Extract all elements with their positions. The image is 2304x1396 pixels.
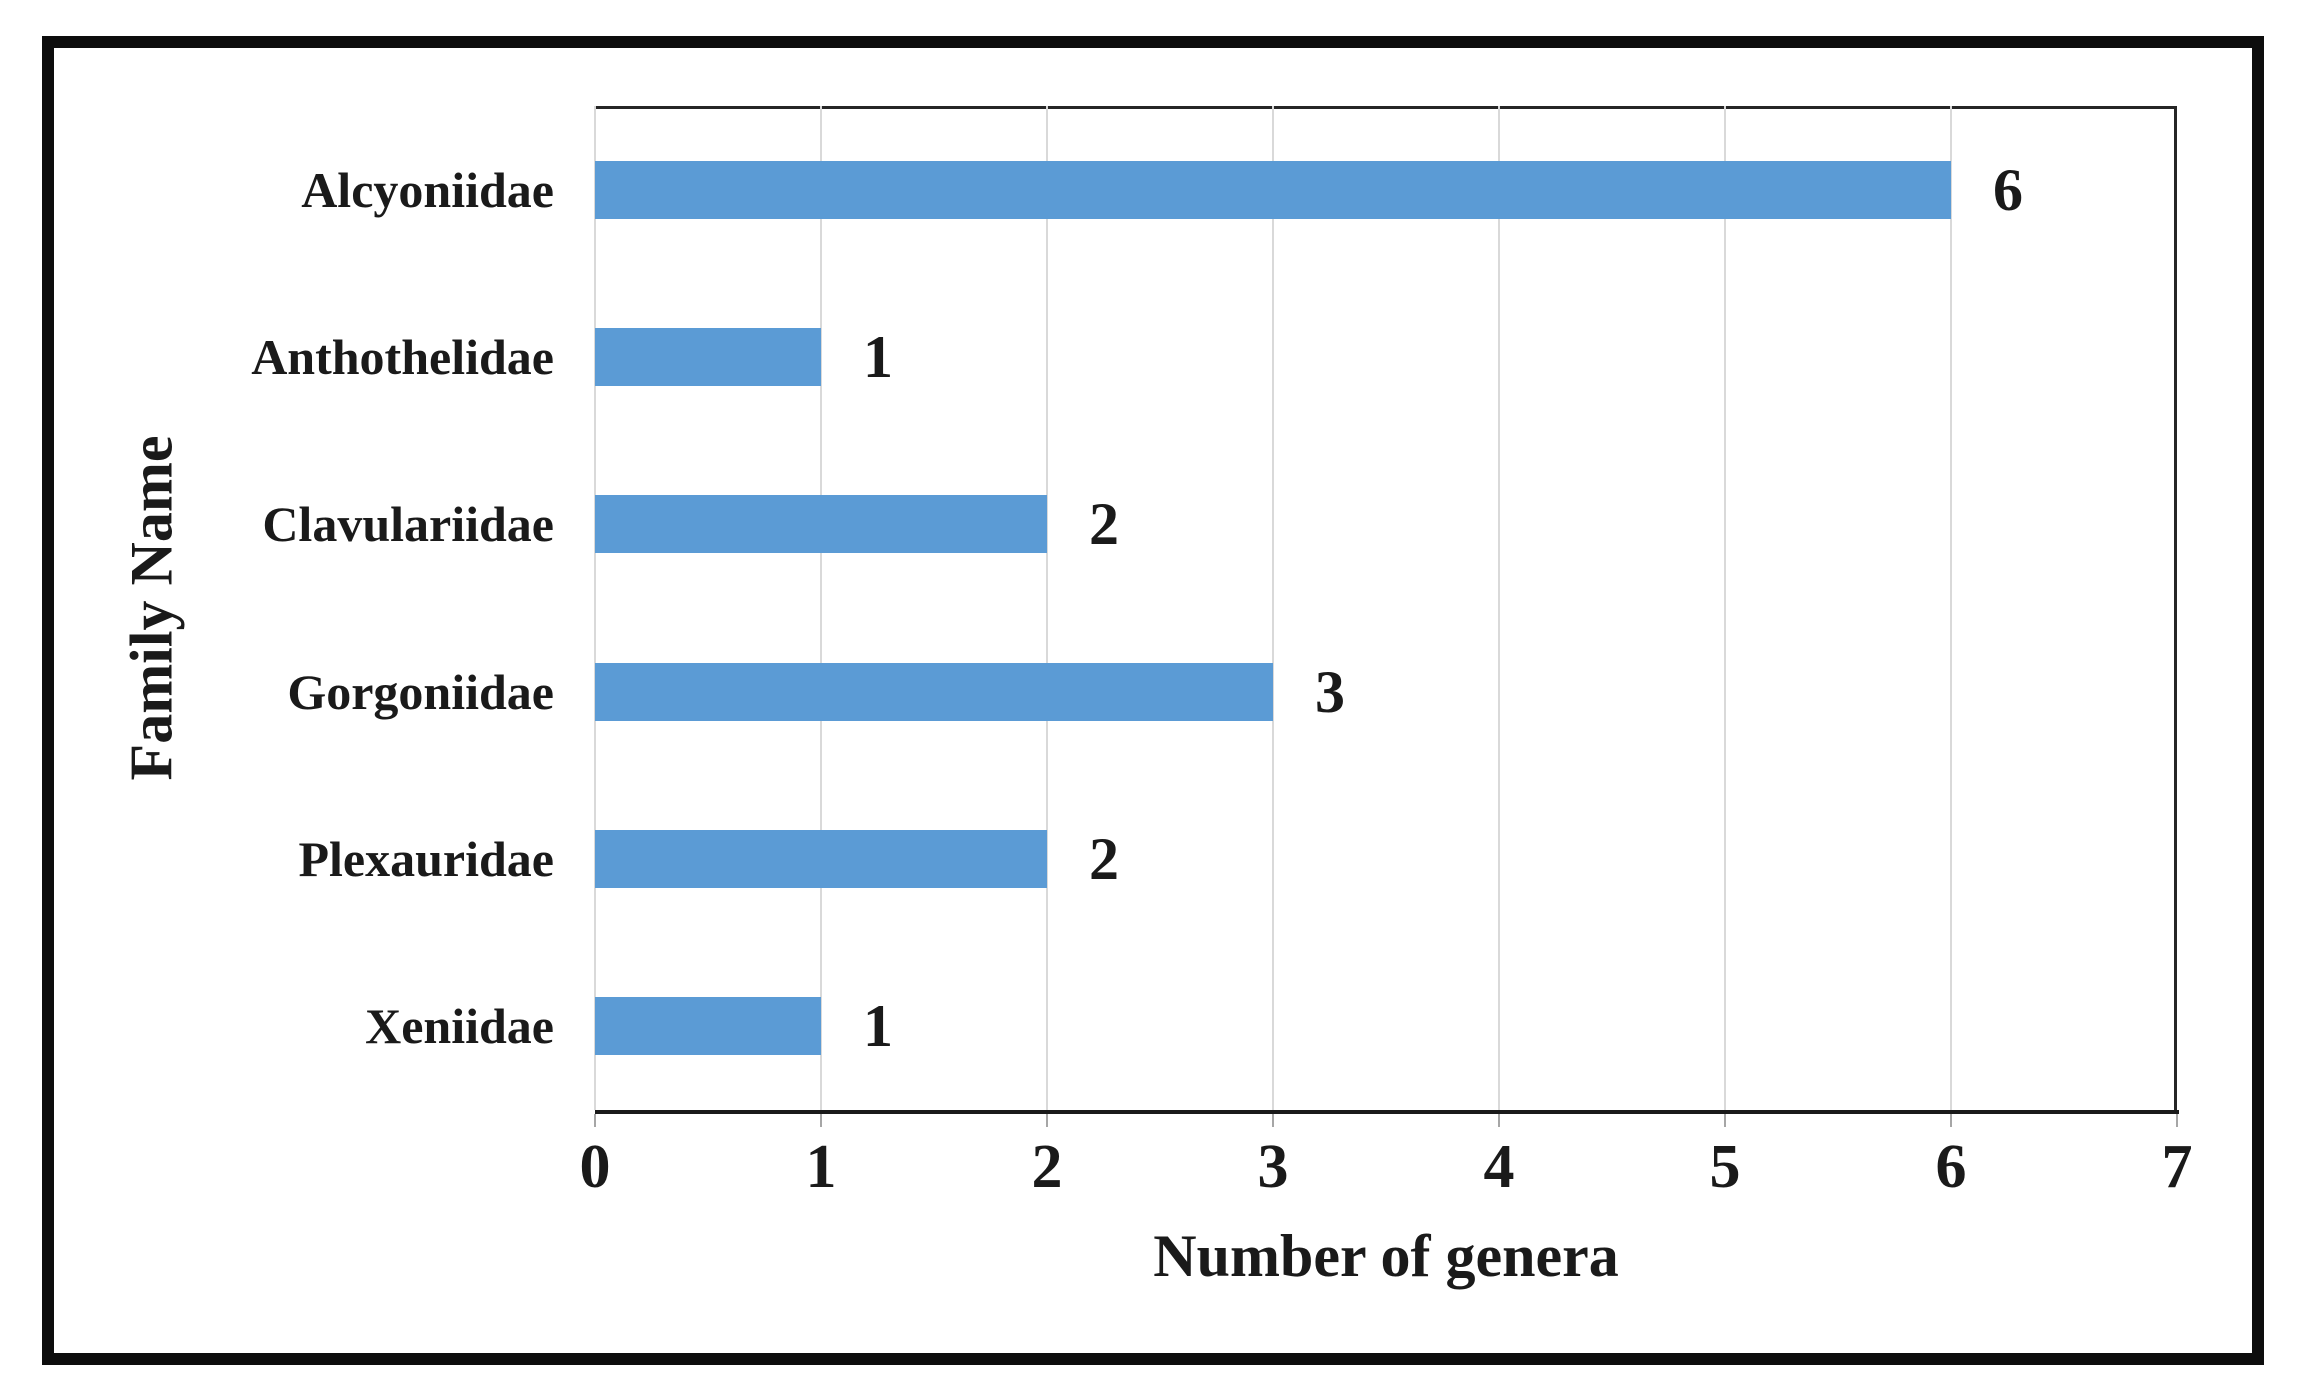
data-label-gorgoniidae: 3 xyxy=(1315,658,1345,725)
gridline-x-5 xyxy=(1724,106,1726,1110)
plot-area xyxy=(595,106,2177,1110)
x-tick-mark-3 xyxy=(1272,1114,1274,1127)
x-tick-label-1: 1 xyxy=(805,1133,837,1201)
category-label-plexauridae: Plexauridae xyxy=(298,831,554,887)
gridline-x-1 xyxy=(820,106,822,1110)
category-label-alcyoniidae: Alcyoniidae xyxy=(301,161,554,218)
bar-anthothelidae xyxy=(595,328,821,386)
bar-xeniidae xyxy=(595,997,821,1056)
data-label-alcyoniidae: 6 xyxy=(1993,156,2023,223)
x-tick-label-5: 5 xyxy=(1709,1133,1741,1201)
bar-gorgoniidae xyxy=(595,662,1273,721)
x-tick-mark-1 xyxy=(820,1114,822,1127)
gridline-x-0 xyxy=(594,106,596,1110)
x-tick-label-7: 7 xyxy=(2161,1133,2193,1201)
x-tick-label-2: 2 xyxy=(1031,1133,1063,1201)
x-axis-line xyxy=(595,1110,2179,1114)
x-tick-label-4: 4 xyxy=(1483,1133,1515,1201)
data-label-plexauridae: 2 xyxy=(1089,826,1119,892)
gridline-x-2 xyxy=(1046,106,1048,1110)
gridline-x-6 xyxy=(1950,106,1952,1110)
x-axis-title: Number of genera xyxy=(1153,1223,1619,1289)
category-label-clavulariidae: Clavulariidae xyxy=(262,496,554,553)
x-tick-label-6: 6 xyxy=(1935,1133,1967,1201)
x-tick-mark-7 xyxy=(2176,1114,2178,1127)
category-label-anthothelidae: Anthothelidae xyxy=(251,329,554,385)
data-label-anthothelidae: 1 xyxy=(863,324,893,390)
x-tick-label-0: 0 xyxy=(579,1133,611,1201)
figure-outer-border xyxy=(42,36,2264,1365)
bar-clavulariidae xyxy=(595,495,1047,554)
category-label-xeniidae: Xeniidae xyxy=(365,998,554,1055)
x-tick-mark-4 xyxy=(1498,1114,1500,1127)
gridline-x-4 xyxy=(1498,106,1500,1110)
x-tick-label-3: 3 xyxy=(1257,1133,1289,1201)
bar-alcyoniidae xyxy=(595,160,1951,219)
gridline-x-3 xyxy=(1272,106,1274,1110)
data-label-xeniidae: 1 xyxy=(863,993,893,1060)
data-label-clavulariidae: 2 xyxy=(1089,491,1119,558)
x-tick-mark-6 xyxy=(1950,1114,1952,1127)
bar-plexauridae xyxy=(595,830,1047,888)
x-tick-mark-5 xyxy=(1724,1114,1726,1127)
y-axis-title: Family Name xyxy=(118,435,185,781)
category-label-gorgoniidae: Gorgoniidae xyxy=(287,663,554,720)
x-tick-mark-0 xyxy=(594,1114,596,1127)
x-tick-mark-2 xyxy=(1046,1114,1048,1127)
